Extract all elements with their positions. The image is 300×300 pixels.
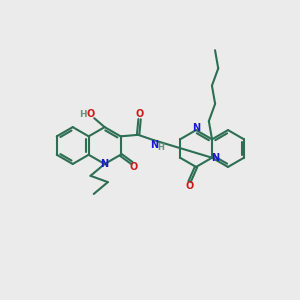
Text: O: O [130, 162, 138, 172]
Text: O: O [136, 110, 144, 119]
Text: H: H [80, 110, 87, 118]
Text: N: N [151, 140, 159, 150]
Text: N: N [192, 123, 200, 133]
Text: N: N [100, 159, 109, 169]
Text: O: O [185, 182, 194, 191]
Text: N: N [211, 153, 219, 163]
Text: O: O [86, 109, 95, 119]
Text: H: H [157, 143, 164, 152]
